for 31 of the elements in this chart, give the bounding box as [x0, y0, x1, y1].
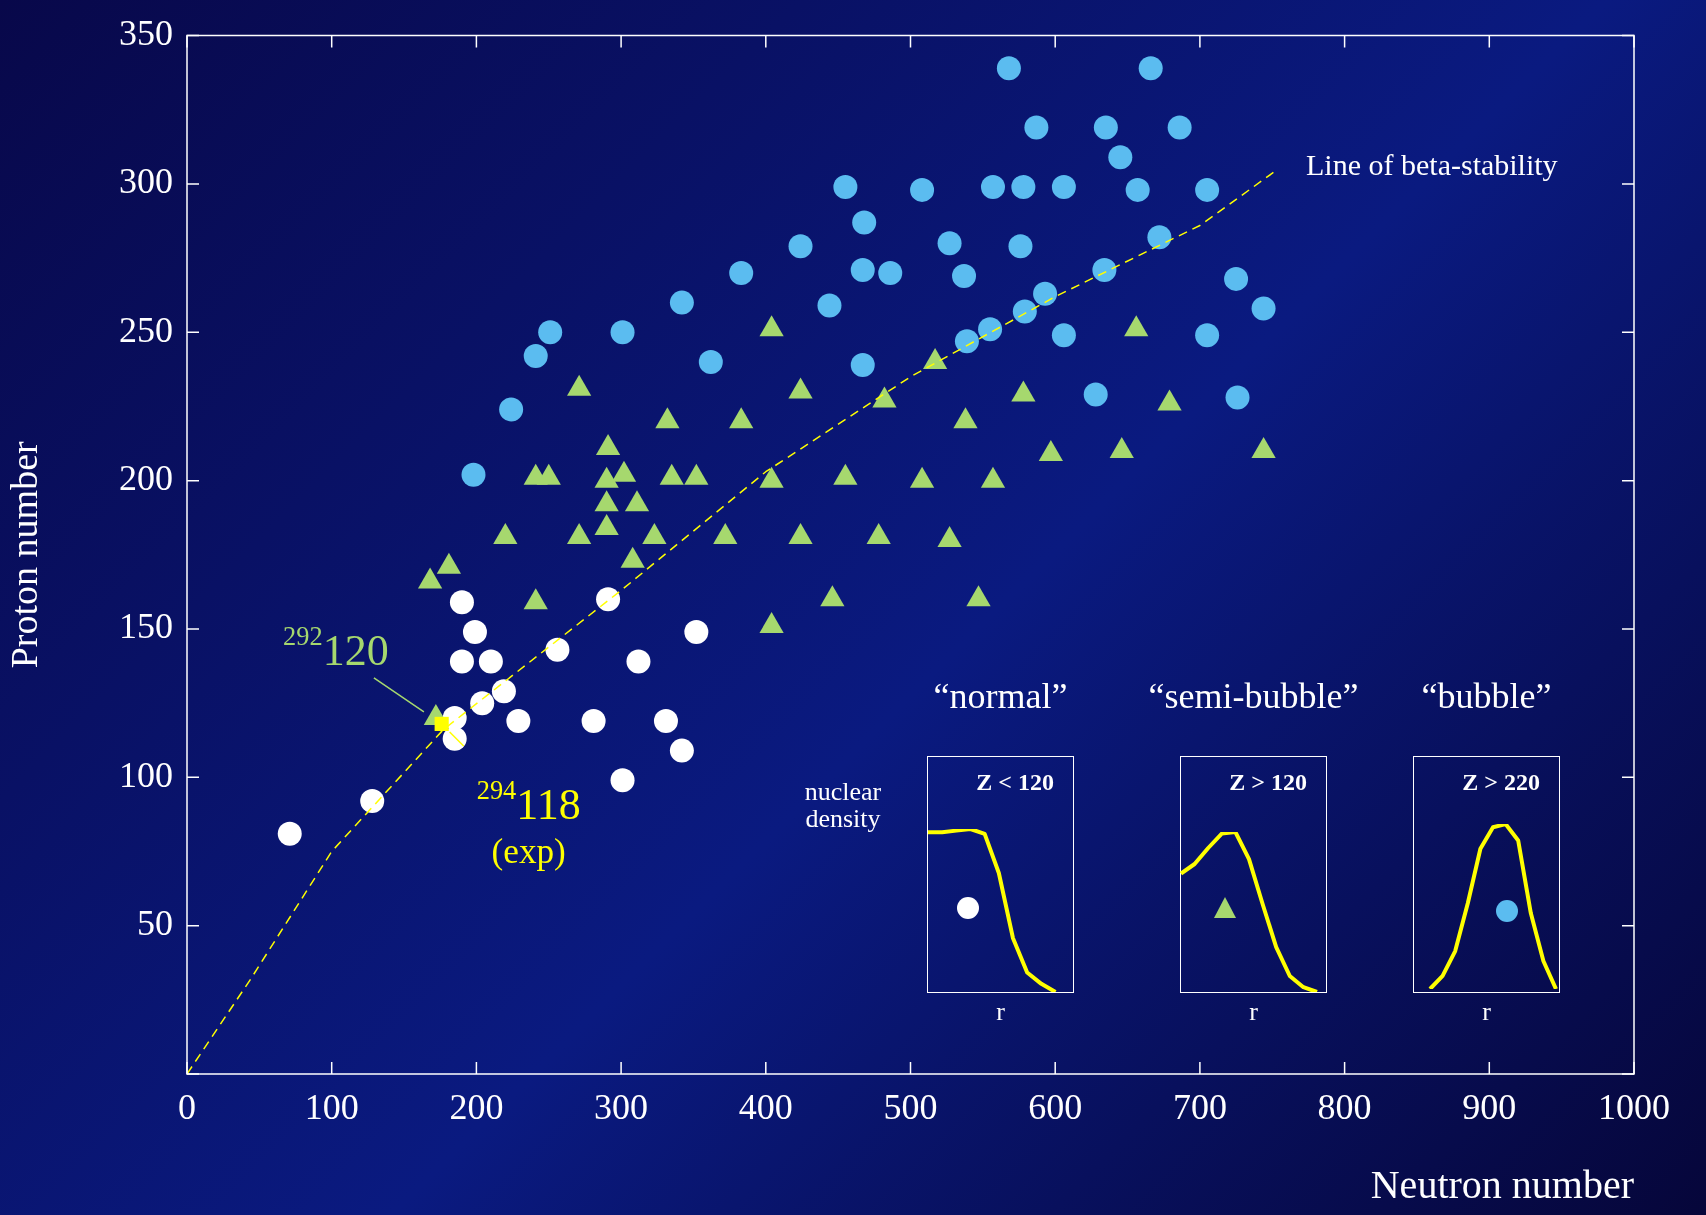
annotation: Line of beta-stability	[1306, 147, 1558, 181]
y-axis-title: nuclear density	[803, 776, 883, 833]
x-tick-label: 900	[1462, 1087, 1517, 1128]
y-tick-label: 250	[119, 309, 173, 350]
y-tick-label: 300	[119, 161, 173, 202]
x-axis-title: r	[1482, 997, 1491, 1027]
chart-title: “semi-bubble”	[1148, 676, 1359, 717]
y-tick-label: 50	[137, 903, 173, 944]
x-tick-label: 1000	[1598, 1087, 1670, 1128]
y-tick-label: 350	[119, 13, 173, 54]
x-tick-label: 200	[449, 1087, 504, 1128]
annotation: Z > 220	[1462, 769, 1541, 796]
x-axis-title: r	[996, 997, 1005, 1027]
annotation: Z < 120	[976, 769, 1055, 796]
y-tick-label: 150	[119, 606, 173, 647]
y-axis-title: Proton number	[2, 441, 45, 669]
x-axis-title: Neutron number	[1370, 1161, 1634, 1207]
y-tick-label: 100	[119, 754, 173, 795]
x-tick-label: 300	[594, 1087, 649, 1128]
x-axis-title: r	[1249, 997, 1258, 1027]
x-tick-label: 0	[178, 1087, 196, 1128]
x-tick-label: 600	[1028, 1087, 1083, 1128]
x-tick-label: 800	[1317, 1087, 1372, 1128]
chart-title: “bubble”	[1421, 676, 1552, 717]
annotation: Z > 120	[1229, 769, 1308, 796]
x-tick-label: 400	[738, 1087, 793, 1128]
x-tick-label: 100	[304, 1087, 359, 1128]
chart-title: “normal”	[933, 676, 1068, 717]
y-tick-label: 200	[119, 458, 173, 499]
x-tick-label: 500	[883, 1087, 938, 1128]
x-tick-label: 700	[1172, 1087, 1227, 1128]
